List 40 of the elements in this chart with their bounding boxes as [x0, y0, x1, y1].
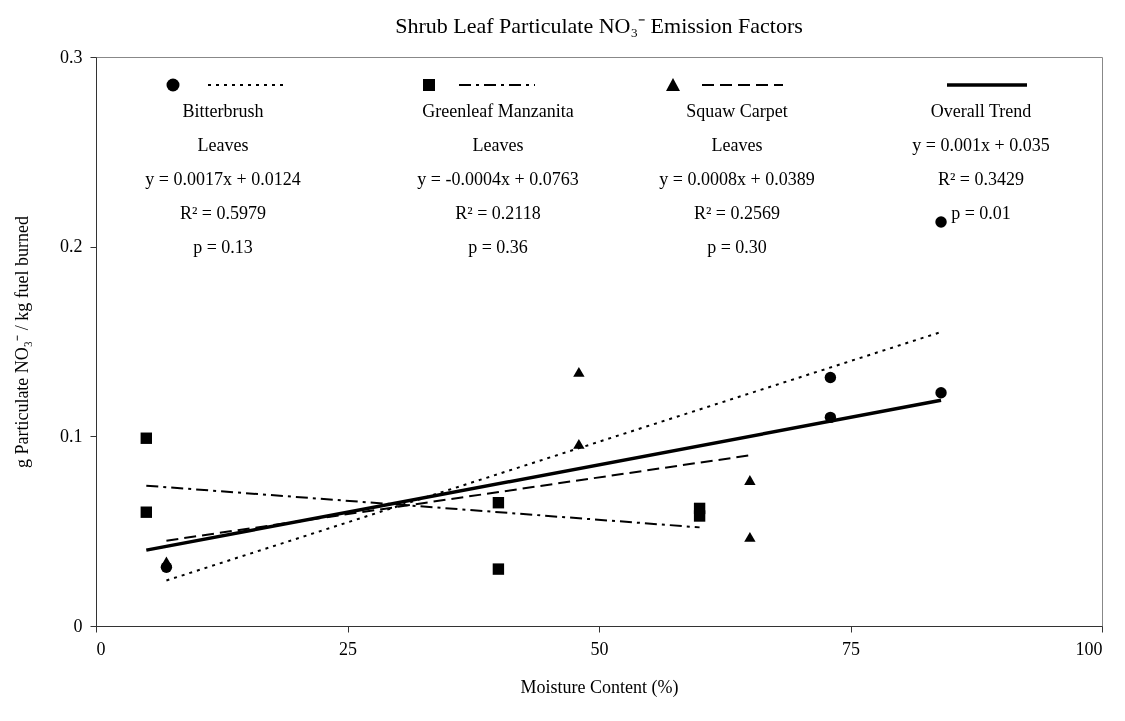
annotation: R² = 0.2118 [455, 203, 541, 224]
point [935, 387, 947, 399]
x-axis-title: Moisture Content (%) [520, 676, 679, 698]
x-tick-label: 0 [96, 638, 106, 659]
annotation: R² = 0.5979 [179, 203, 267, 224]
annotation: p = 0.01 [951, 203, 1011, 224]
annotation: y = 0.0008x + 0.0389 [659, 169, 815, 190]
point [693, 510, 706, 522]
point [744, 531, 756, 542]
chart-title: Shrub Leaf Particulate NO₃⁻ Emission Factors [395, 13, 803, 38]
annotation: y = 0.001x + 0.035 [912, 135, 1050, 156]
x-tick-label: 75 [842, 638, 860, 659]
point [140, 506, 152, 518]
annotation: y = -0.0004x + 0.0763 [417, 169, 579, 190]
point [744, 475, 756, 485]
annotation: y = 0.0017x + 0.0124 [145, 169, 301, 190]
y-tick-label: 0.1 [60, 425, 83, 446]
legend-label: Overall Trend [930, 101, 1032, 122]
y-axis-title: g Particulate NO₃⁻ / kg fuel burned [12, 215, 32, 469]
legend-label: Bitterbrush Leaves [182, 101, 264, 156]
point [935, 216, 947, 228]
point [492, 497, 505, 509]
point [573, 438, 585, 449]
annotation: R² = 0.3429 [937, 169, 1025, 190]
point [824, 371, 837, 384]
y-tick-label: 0.3 [60, 46, 83, 67]
annotation: R² = 0.2569 [693, 203, 781, 224]
point [492, 563, 505, 575]
annotation: p = 0.36 [468, 237, 528, 258]
y-tick-label: 0.2 [60, 236, 83, 257]
x-tick-label: 100 [1075, 638, 1103, 659]
y-tick-label: 0 [73, 615, 83, 636]
annotation: p = 0.30 [707, 237, 767, 258]
annotation: p = 0.13 [193, 237, 253, 258]
legend-label: Squaw Carpet Leaves [686, 101, 788, 156]
x-tick-label: 25 [339, 638, 357, 659]
point [160, 556, 173, 567]
point [573, 366, 585, 377]
x-tick-label: 50 [590, 638, 609, 659]
point [140, 432, 152, 444]
